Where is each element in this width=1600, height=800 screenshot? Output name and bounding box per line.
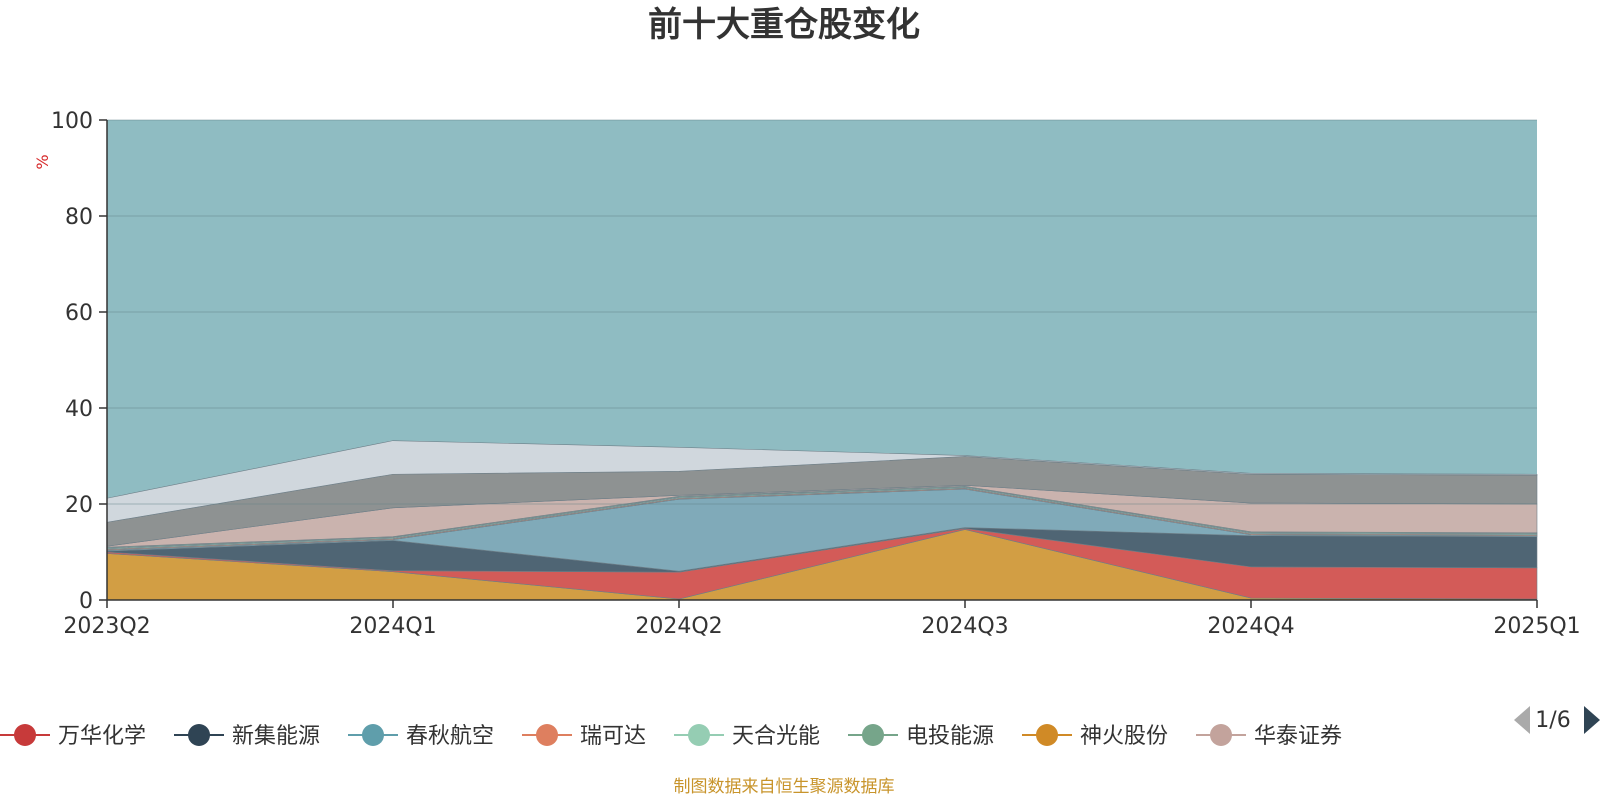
y-tick-label: 80: [65, 205, 93, 230]
legend-label: 神火股份: [1080, 724, 1168, 749]
y-tick-label: 0: [79, 589, 93, 614]
area-band-10: [106, 440, 1538, 523]
legend-page-indicator: 1/6: [1535, 708, 1570, 733]
legend-item[interactable]: 天合光能: [674, 724, 820, 749]
y-axis-label: %: [33, 154, 52, 169]
legend-marker-icon: [362, 724, 384, 746]
x-tick-label: 2024Q4: [1207, 614, 1294, 639]
legend-item[interactable]: 神火股份: [1022, 724, 1168, 749]
legend-item[interactable]: 瑞可达: [522, 724, 646, 749]
legend-label: 万华化学: [58, 724, 146, 749]
legend-pager: 1/6: [1514, 706, 1600, 734]
legend-marker-icon: [14, 724, 36, 746]
chart-title: 前十大重仓股变化: [648, 5, 920, 45]
legend-marker-icon: [688, 724, 710, 746]
x-tick-label: 2024Q3: [921, 614, 1008, 639]
axes: 0 20 40 60 80 100 2023Q2 2024Q1 2024Q2 2024Q3 2024…: [51, 109, 1581, 639]
legend-item[interactable]: 春秋航空: [348, 724, 494, 749]
legend-label: 电投能源: [906, 724, 994, 749]
grid: [107, 119, 1537, 505]
legend-marker-icon: [862, 724, 884, 746]
x-tick-label: 2024Q2: [635, 614, 722, 639]
legend-marker-icon: [1036, 724, 1058, 746]
legend-label: 华泰证券: [1254, 724, 1342, 749]
source-note: 制图数据来自恒生聚源数据库: [674, 777, 895, 797]
legend-marker-icon: [188, 724, 210, 746]
area-bands: [106, 440, 1538, 601]
legend-label: 新集能源: [232, 724, 320, 749]
legend-item[interactable]: 新集能源: [174, 724, 320, 749]
legend: 万华化学 新集能源 春秋航空 瑞可达 天合光能 电投能源 神火股份 华泰证券: [0, 724, 1342, 749]
legend-marker-icon: [1210, 724, 1232, 746]
legend-label: 天合光能: [732, 724, 820, 749]
y-tick-label: 60: [65, 301, 93, 326]
x-tick-label: 2024Q1: [349, 614, 436, 639]
legend-item[interactable]: 华泰证券: [1196, 724, 1342, 749]
legend-item[interactable]: 电投能源: [848, 724, 994, 749]
y-tick-label: 40: [65, 397, 93, 422]
y-tick-label: 20: [65, 493, 93, 518]
x-tick-label: 2023Q2: [63, 614, 150, 639]
x-tick-label: 2025Q1: [1493, 614, 1580, 639]
legend-next-icon[interactable]: [1584, 706, 1600, 734]
y-tick-label: 100: [51, 109, 93, 134]
legend-label: 春秋航空: [406, 724, 494, 749]
legend-label: 瑞可达: [580, 724, 646, 749]
legend-item[interactable]: 万华化学: [0, 724, 146, 749]
legend-marker-icon: [536, 724, 558, 746]
legend-prev-icon[interactable]: [1514, 706, 1530, 734]
